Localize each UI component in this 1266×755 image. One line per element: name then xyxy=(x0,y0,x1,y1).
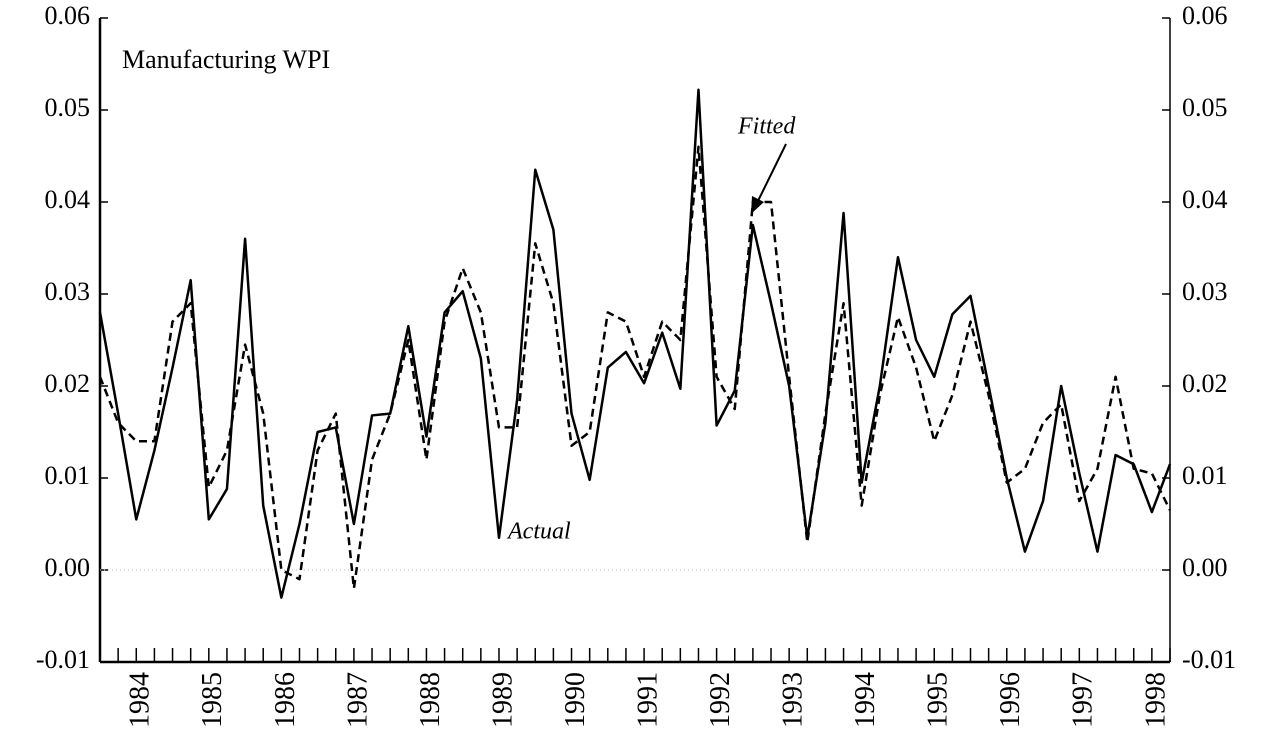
y-tick-label: 0.06 xyxy=(45,1,91,30)
x-tick-label: 1998 xyxy=(1140,672,1171,728)
y-tick-label: 0.01 xyxy=(45,461,91,490)
x-tick-label: 1996 xyxy=(995,672,1026,728)
x-tick-label: 1991 xyxy=(632,672,663,728)
series-line xyxy=(98,88,1172,599)
annotation-arrow xyxy=(755,143,787,206)
y2-tick-label: 0.01 xyxy=(1182,461,1228,490)
y-tick-label: 0.00 xyxy=(45,553,91,582)
x-tick-label: 1988 xyxy=(415,672,446,728)
y-tick-label: 0.02 xyxy=(45,369,91,398)
y2-tick-label: 0.06 xyxy=(1182,1,1228,30)
y2-tick-label: 0.00 xyxy=(1182,553,1228,582)
arrow-head xyxy=(751,196,764,214)
y2-tick-label: 0.02 xyxy=(1182,369,1228,398)
y-tick-label: 0.04 xyxy=(45,185,91,214)
x-tick-label: 1986 xyxy=(270,672,301,728)
y2-tick-label: 0.03 xyxy=(1182,277,1228,306)
x-tick-label: 1987 xyxy=(342,672,373,728)
x-tick-label: 1995 xyxy=(923,672,954,728)
y2-tick-label: 0.05 xyxy=(1182,93,1228,122)
x-tick-label: 1992 xyxy=(705,672,736,728)
y-tick-label: 0.05 xyxy=(45,93,91,122)
series-line xyxy=(98,145,1172,590)
x-tick-label: 1985 xyxy=(197,672,228,728)
x-tick-label: 1984 xyxy=(125,672,156,728)
y-tick-label: 0.03 xyxy=(45,277,91,306)
annotation: Fitted xyxy=(737,114,796,140)
y2-tick-label: -0.01 xyxy=(1182,645,1236,674)
chart-title: Manufacturing WPI xyxy=(122,45,330,74)
y-tick-label: -0.01 xyxy=(36,645,90,674)
x-tick-label: 1994 xyxy=(850,672,881,728)
x-tick-label: 1990 xyxy=(560,672,591,728)
x-tick-label: 1993 xyxy=(778,672,809,728)
x-tick-label: 1989 xyxy=(487,672,518,728)
x-tick-label: 1997 xyxy=(1068,672,1099,728)
annotation: Actual xyxy=(506,519,571,545)
y2-tick-label: 0.04 xyxy=(1182,185,1228,214)
